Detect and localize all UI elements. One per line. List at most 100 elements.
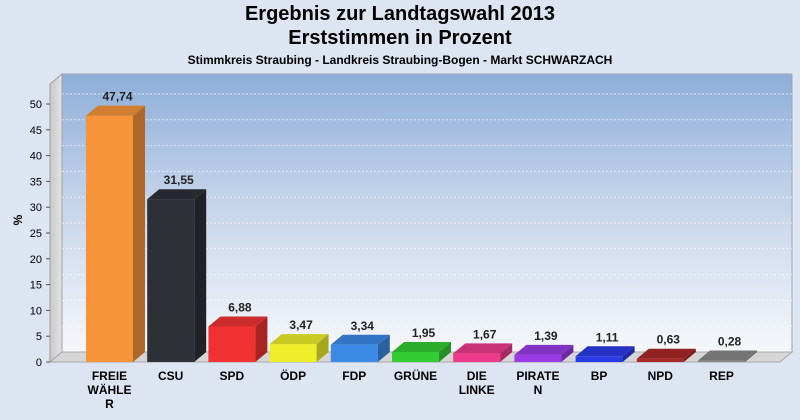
value-label: 1,11 — [596, 330, 619, 344]
y-tick-label: 35 — [30, 176, 42, 188]
x-tick-label: REP — [709, 369, 734, 383]
y-tick-label: 20 — [30, 254, 42, 266]
bar-top — [392, 341, 451, 352]
chart-title: Ergebnis zur Landtagswahl 2013 — [244, 3, 556, 25]
bar-top — [698, 350, 757, 361]
value-label: 1,67 — [473, 327, 497, 341]
x-tick-label-line: LINKE — [459, 383, 495, 397]
bar-side — [683, 348, 696, 362]
y-tick-label: 5 — [36, 331, 42, 343]
x-tick-label-line: FDP — [342, 369, 366, 383]
bar — [698, 350, 757, 362]
bar — [514, 344, 574, 362]
bar — [147, 189, 207, 362]
x-tick-label: ÖDP — [280, 368, 306, 383]
bar-side — [622, 346, 635, 362]
bar-side — [500, 343, 513, 362]
y-tick-label: 15 — [30, 280, 42, 292]
bar-side — [561, 344, 574, 362]
y-tick-label: 10 — [30, 305, 42, 317]
x-tick-label: GRÜNE — [394, 368, 437, 383]
bar — [330, 334, 390, 362]
plot-side-wall — [49, 72, 63, 364]
x-tick-label-line: WÄHLE — [88, 382, 132, 397]
y-tick-label: 25 — [30, 228, 42, 240]
y-tick-label: 40 — [30, 151, 42, 163]
bar-front — [575, 356, 623, 362]
x-tick-label-line: PIRATE — [516, 369, 559, 383]
x-tick-label-line: DIE — [467, 369, 487, 383]
x-tick-label: PIRATE N — [516, 369, 559, 397]
bar-front — [453, 353, 501, 362]
bar-side — [133, 105, 145, 363]
x-tick-label: BP — [591, 369, 608, 383]
bar-front — [86, 115, 133, 363]
value-label: 3,34 — [351, 319, 375, 333]
y-axis: 0 5 10 15 20 25 30 35 40 45 50 — [30, 99, 50, 369]
y-tick-label: 30 — [30, 202, 42, 214]
bar-top — [330, 334, 390, 345]
y-tick-label: 0 — [36, 357, 42, 369]
x-tick-label-line: CSU — [158, 369, 183, 383]
bar-front — [147, 199, 195, 362]
bars — [86, 105, 757, 363]
chart-subtitle-region: Stimmkreis Straubing - Landkreis Straubi… — [187, 53, 613, 67]
bar-side — [316, 334, 329, 362]
bar-top — [575, 346, 635, 357]
y-axis-label: % — [11, 214, 25, 225]
value-label: 1,39 — [534, 329, 558, 343]
bar — [208, 316, 268, 362]
x-tick-label: FREIE WÄHLE R — [88, 369, 132, 411]
x-tick-label-line: R — [105, 397, 114, 411]
value-label: 3,47 — [289, 318, 313, 332]
bar-side — [377, 334, 390, 362]
x-tick-label: FDP — [342, 369, 366, 383]
value-label: 1,95 — [412, 326, 436, 340]
x-tick-label-line: BP — [591, 369, 608, 383]
bar-side — [194, 189, 207, 362]
bar-side — [439, 341, 451, 362]
value-label: 6,88 — [228, 300, 252, 314]
bar-front — [392, 351, 439, 362]
x-tick-label-line: REP — [709, 369, 734, 383]
bar-front — [269, 344, 317, 362]
bar — [269, 334, 329, 362]
bar-top — [147, 189, 207, 200]
bar-front — [698, 360, 745, 362]
x-tick-label-line: SPD — [220, 369, 245, 383]
bar — [392, 341, 451, 362]
bar-front — [514, 354, 562, 362]
value-label: 31,55 — [164, 173, 194, 187]
y-tick-label: 50 — [30, 99, 42, 111]
x-tick-label-line: GRÜNE — [394, 368, 437, 383]
value-label: 0,63 — [657, 333, 681, 347]
x-tick-label: SPD — [220, 369, 245, 383]
value-label: 0,28 — [718, 335, 742, 349]
bar — [636, 348, 696, 362]
x-tick-label: DIE LINKE — [459, 369, 495, 397]
bar-side — [745, 350, 757, 362]
grid-lines — [62, 93, 792, 327]
x-tick-label: CSU — [158, 369, 183, 383]
value-labels: 47,74 31,55 6,88 3,47 3,34 1,95 1,67 1,39 1,11 0,… — [102, 90, 741, 349]
y-tick-label: 45 — [30, 125, 42, 137]
value-label: 47,74 — [102, 90, 132, 104]
x-tick-label-line: ÖDP — [280, 368, 306, 383]
bar-top — [636, 348, 696, 359]
bar-top — [453, 343, 513, 354]
x-axis: FREIE WÄHLE R CSU SPD ÖDP FDP GRÜNE DIE LINKE PIRA… — [88, 368, 734, 411]
x-tick-label-line: FREIE — [92, 369, 127, 383]
bar — [575, 346, 635, 362]
bar-top — [208, 316, 268, 327]
chart-subtitle: Erststimmen in Prozent — [288, 27, 512, 49]
bar-front — [636, 358, 684, 362]
bar — [86, 105, 145, 363]
bar — [453, 343, 513, 362]
bar-top — [514, 344, 574, 355]
bar-front — [330, 344, 378, 362]
x-tick-label: NPD — [648, 369, 674, 383]
bar-top — [269, 334, 329, 345]
bar-top — [86, 105, 145, 116]
x-tick-label-line: N — [534, 383, 543, 397]
